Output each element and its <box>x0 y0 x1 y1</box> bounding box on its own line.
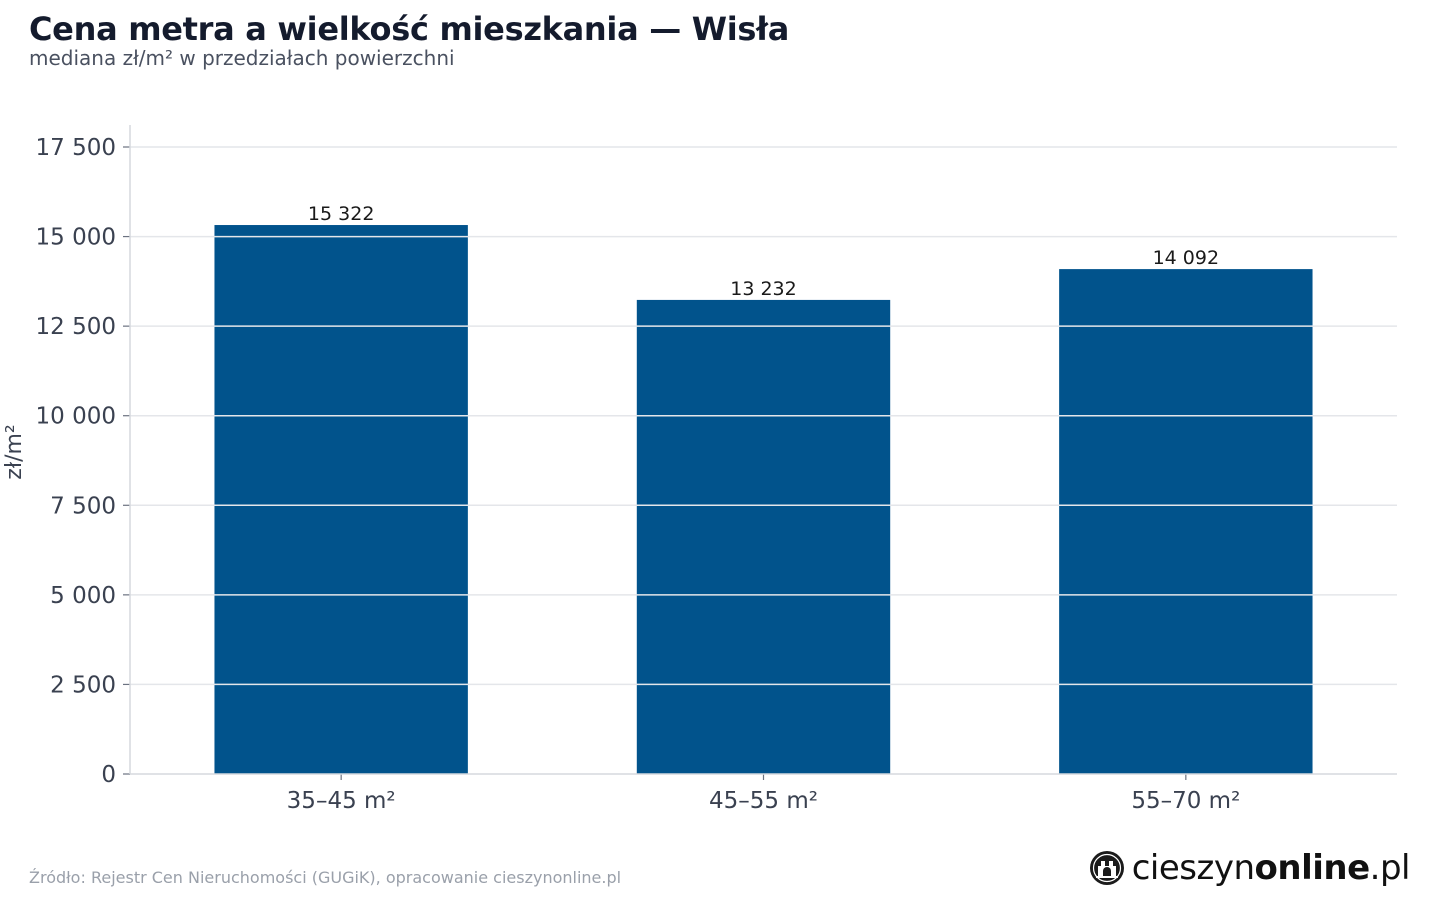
bar <box>214 225 468 775</box>
y-tick-label: 0 <box>101 762 116 788</box>
y-tick-label: 5 000 <box>50 583 116 609</box>
axes-layer <box>123 125 1397 780</box>
source-note: Źródło: Rejestr Cen Nieruchomości (GUGiK… <box>29 868 622 887</box>
x-tick-label: 35–45 m² <box>287 788 396 814</box>
bars-layer <box>214 225 1313 775</box>
bar <box>1059 269 1313 774</box>
labels-layer: 15 322 35–45 m² 13 232 45–55 m² 14 092 55–70 … <box>2 135 1240 814</box>
grid-layer <box>130 146 1397 686</box>
city-emblem-icon <box>1089 851 1124 885</box>
bar-value-label: 15 322 <box>308 203 374 225</box>
y-tick-label: 12 500 <box>36 314 116 340</box>
site-logo: cieszynonline.pl <box>1088 848 1411 888</box>
chart-title: Cena metra a wielkość mieszkania — Wisła <box>29 10 790 48</box>
bar-value-label: 13 232 <box>730 278 796 300</box>
y-tick-label: 7 500 <box>50 493 116 519</box>
logo-text-suffix: .pl <box>1369 848 1411 888</box>
y-tick-label: 17 500 <box>36 135 116 161</box>
bar-value-label: 14 092 <box>1153 247 1219 269</box>
y-axis-label: zł/m² <box>2 424 27 479</box>
y-tick-label: 10 000 <box>36 404 116 430</box>
logo-text-bold: online <box>1254 848 1371 888</box>
chart-subtitle: mediana zł/m² w przedziałach powierzchni <box>29 46 455 70</box>
logo-text-light: cieszyn <box>1131 848 1255 888</box>
x-tick-label: 45–55 m² <box>709 788 818 814</box>
x-tick-label: 55–70 m² <box>1131 788 1240 814</box>
y-tick-label: 2 500 <box>50 672 116 698</box>
bar <box>636 299 891 774</box>
logo-wordmark: cieszynonline.pl <box>1131 848 1411 888</box>
y-tick-label: 15 000 <box>36 225 116 251</box>
